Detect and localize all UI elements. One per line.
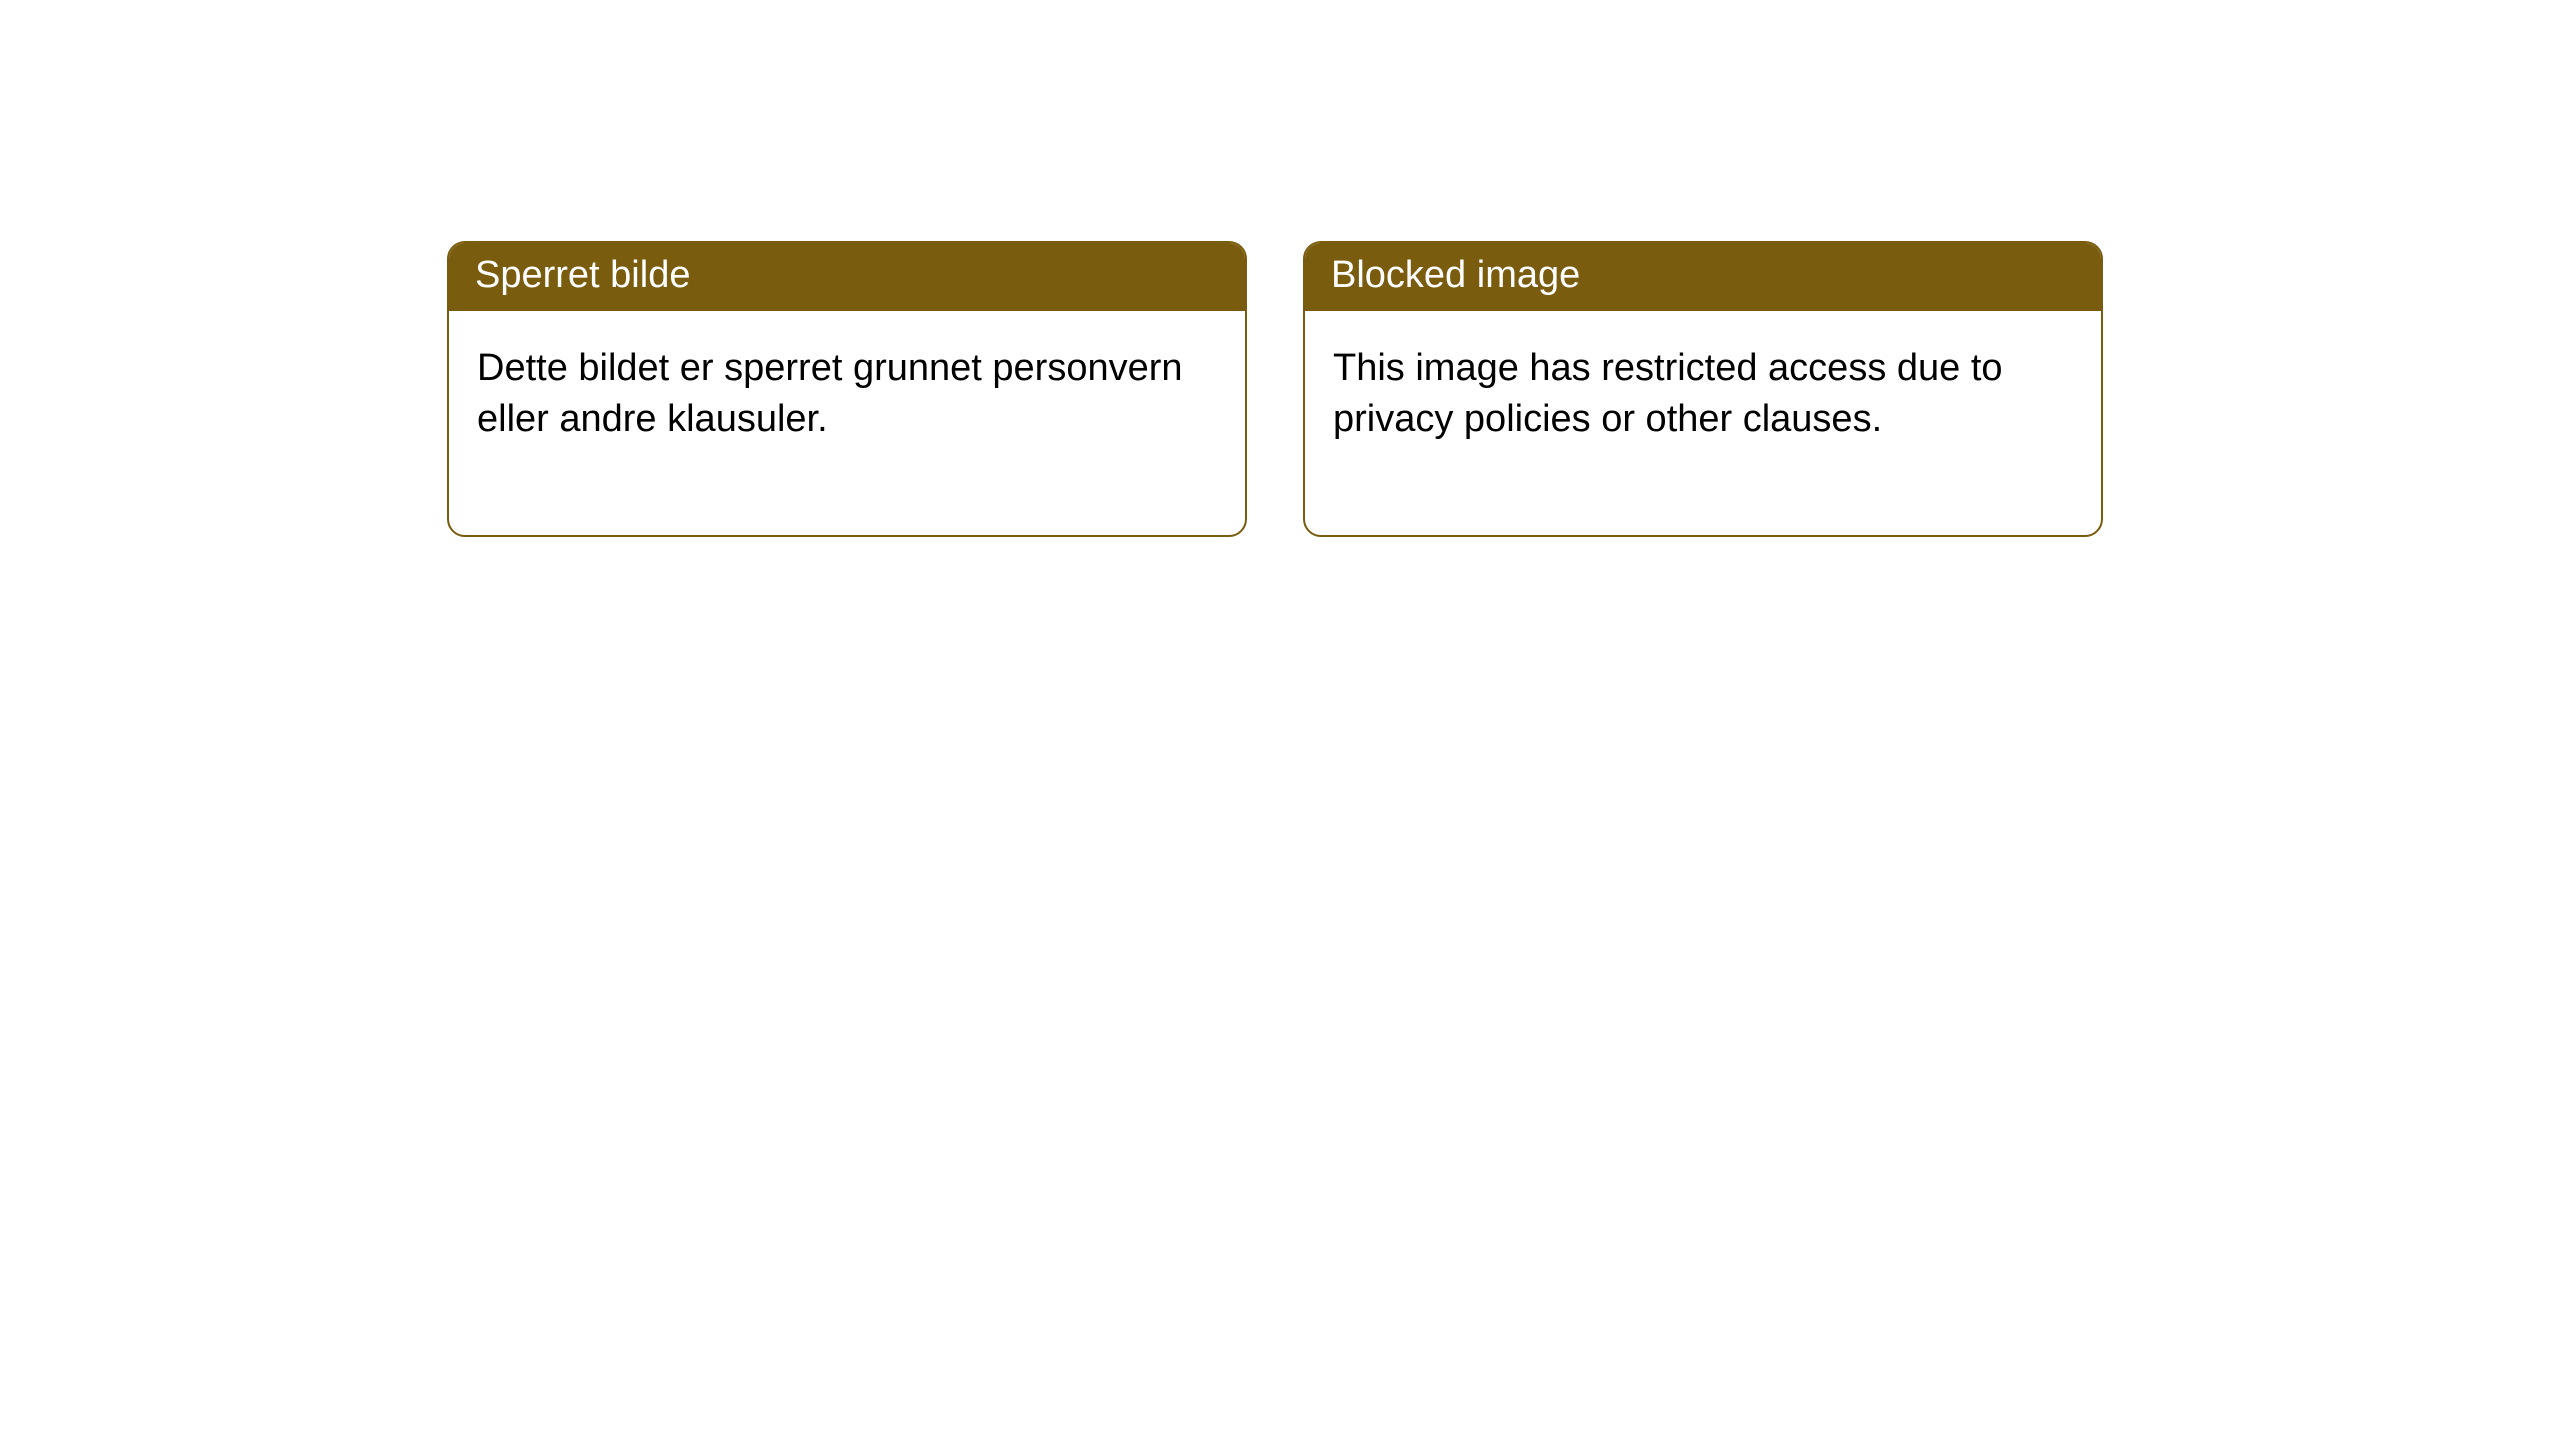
notice-container: Sperret bilde Dette bildet er sperret gr…: [447, 241, 2103, 537]
notice-title-norwegian: Sperret bilde: [449, 243, 1245, 311]
notice-title-english: Blocked image: [1305, 243, 2101, 311]
notice-card-english: Blocked image This image has restricted …: [1303, 241, 2103, 537]
notice-body-english: This image has restricted access due to …: [1305, 311, 2101, 536]
notice-body-norwegian: Dette bildet er sperret grunnet personve…: [449, 311, 1245, 536]
notice-card-norwegian: Sperret bilde Dette bildet er sperret gr…: [447, 241, 1247, 537]
